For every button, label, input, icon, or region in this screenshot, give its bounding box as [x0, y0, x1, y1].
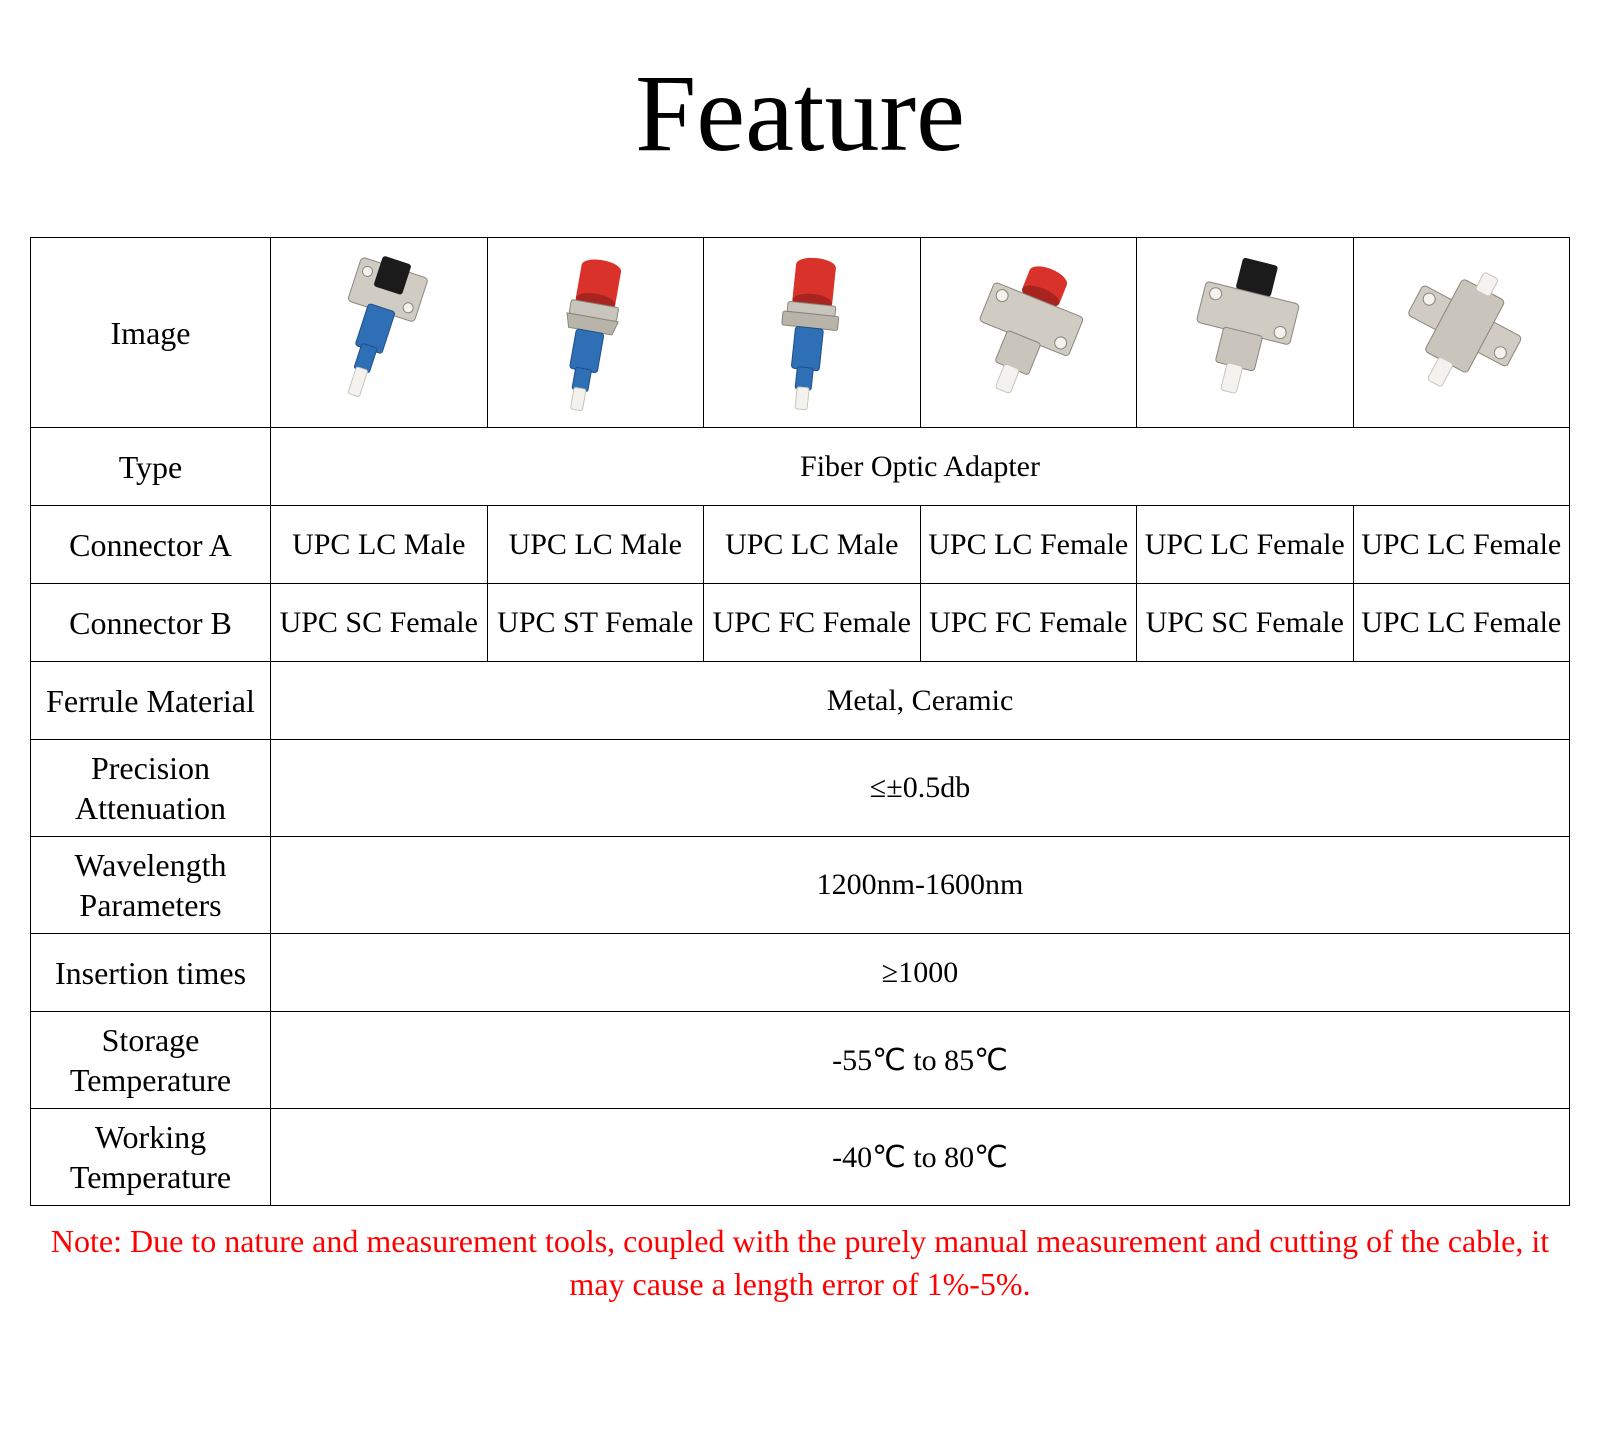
label-connector-a: Connector A [31, 506, 271, 584]
label-working: WorkingTemperature [31, 1109, 271, 1206]
product-image-5 [1137, 238, 1354, 428]
row-working: WorkingTemperature -40℃ to 80℃ [31, 1109, 1570, 1206]
product-image-2 [487, 238, 704, 428]
connector-b-1: UPC SC Female [271, 584, 488, 662]
connector-b-2: UPC ST Female [487, 584, 704, 662]
connector-a-2: UPC LC Male [487, 506, 704, 584]
label-precision: PrecisionAttenuation [31, 740, 271, 837]
note-text: Note: Due to nature and measurement tool… [30, 1220, 1570, 1306]
row-image: Image [31, 238, 1570, 428]
product-image-3 [704, 238, 921, 428]
row-storage: Storage Temperature -55℃ to 85℃ [31, 1012, 1570, 1109]
label-wavelength: WavelengthParameters [31, 837, 271, 934]
value-precision: ≤±0.5db [271, 740, 1570, 837]
label-image: Image [31, 238, 271, 428]
row-ferrule: Ferrule Material Metal, Ceramic [31, 662, 1570, 740]
value-working: -40℃ to 80℃ [271, 1109, 1570, 1206]
connector-b-6: UPC LC Female [1353, 584, 1570, 662]
label-insertion: Insertion times [31, 934, 271, 1012]
value-wavelength: 1200nm-1600nm [271, 837, 1570, 934]
value-ferrule: Metal, Ceramic [271, 662, 1570, 740]
row-type: Type Fiber Optic Adapter [31, 428, 1570, 506]
label-storage: Storage Temperature [31, 1012, 271, 1109]
product-image-6 [1353, 238, 1570, 428]
connector-b-4: UPC FC Female [920, 584, 1137, 662]
row-precision: PrecisionAttenuation ≤±0.5db [31, 740, 1570, 837]
connector-b-5: UPC SC Female [1137, 584, 1354, 662]
value-type: Fiber Optic Adapter [271, 428, 1570, 506]
row-wavelength: WavelengthParameters 1200nm-1600nm [31, 837, 1570, 934]
row-insertion: Insertion times ≥1000 [31, 934, 1570, 1012]
connector-a-3: UPC LC Male [704, 506, 921, 584]
connector-a-4: UPC LC Female [920, 506, 1137, 584]
product-image-4 [920, 238, 1137, 428]
connector-a-5: UPC LC Female [1137, 506, 1354, 584]
connector-b-3: UPC FC Female [704, 584, 921, 662]
connector-a-1: UPC LC Male [271, 506, 488, 584]
feature-table: Image [30, 237, 1570, 1206]
label-type: Type [31, 428, 271, 506]
product-image-1 [271, 238, 488, 428]
page-title: Feature [30, 50, 1570, 177]
value-storage: -55℃ to 85℃ [271, 1012, 1570, 1109]
label-connector-b: Connector B [31, 584, 271, 662]
label-ferrule: Ferrule Material [31, 662, 271, 740]
value-insertion: ≥1000 [271, 934, 1570, 1012]
connector-a-6: UPC LC Female [1353, 506, 1570, 584]
row-connector-b: Connector B UPC SC Female UPC ST Female … [31, 584, 1570, 662]
row-connector-a: Connector A UPC LC Male UPC LC Male UPC … [31, 506, 1570, 584]
